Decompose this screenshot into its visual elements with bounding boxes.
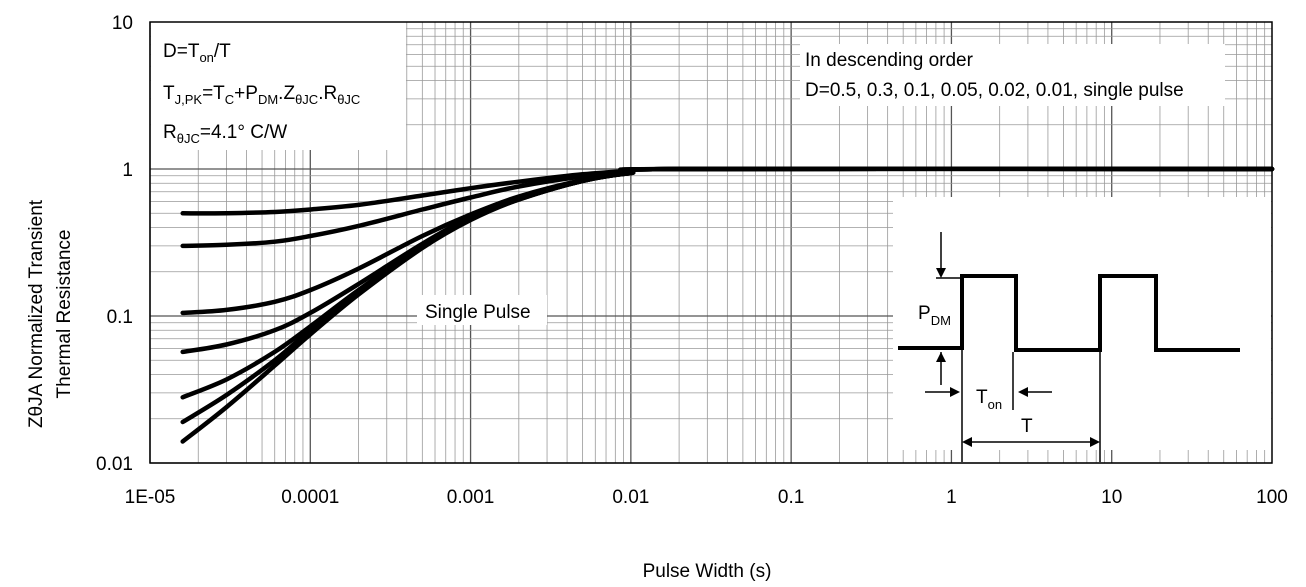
order-box [800,44,1225,106]
y-tick-label: 10 [112,13,133,34]
single-pulse-box [417,295,547,325]
y-tick-label: 1 [122,160,133,181]
single-pulse-label: Single Pulse [425,302,531,323]
eq-junction-temp: TJ,PK=TC+PDM.ZθJC.RθJC [163,83,360,107]
plot-border [149,21,1273,464]
series-group [180,166,1275,444]
arrowhead [1090,437,1100,447]
order-note-line2: D=0.5, 0.3, 0.1, 0.05, 0.02, 0.01, singl… [805,80,1184,101]
x-axis-title: Pulse Width (s) [643,561,772,582]
eq-duty-cycle: D=Ton/T [163,41,231,65]
series-line-7 [180,166,1275,444]
x-tick-label: 100 [1256,487,1288,508]
arrowhead [950,387,960,397]
order-note-line1: In descending order [805,50,974,71]
x-tick-label: 0.001 [447,487,495,508]
eq-thermal-resistance: RθJC=4.1° C/W [163,122,287,146]
arrowhead [962,437,972,447]
x-tick-label: 1 [946,487,957,508]
x-tick-label: 0.01 [612,487,649,508]
inset-ton-label: Ton [976,387,1002,412]
arrowhead [936,352,946,362]
arrowhead [1018,387,1028,397]
x-tick-label: 0.0001 [281,487,339,508]
tick-labels: 1E-05 0.0001 0.001 0.01 0.1 1 10 100 0.01 0.1 1 10 [96,13,1288,508]
y-tick-label: 0.1 [107,307,133,328]
equation-box [151,22,406,150]
plot-frame [149,21,1273,464]
pulse-diagram-inset [898,232,1240,462]
inset-box [893,197,1271,450]
y-tick-label: 0.01 [96,454,133,475]
x-tick-label: 1E-05 [125,487,176,508]
x-tick-label: 0.1 [778,487,804,508]
y-axis-title-line1: ZθJA Normalized Transient [26,199,47,428]
x-tick-label: 10 [1101,487,1122,508]
pulse-waveform [898,274,1240,352]
inset-pdm-label: PDM [918,303,951,328]
inset-period-label: T [1021,416,1033,437]
y-axis-title-line2: Thermal Resistance [54,230,75,399]
arrowhead [936,268,946,278]
